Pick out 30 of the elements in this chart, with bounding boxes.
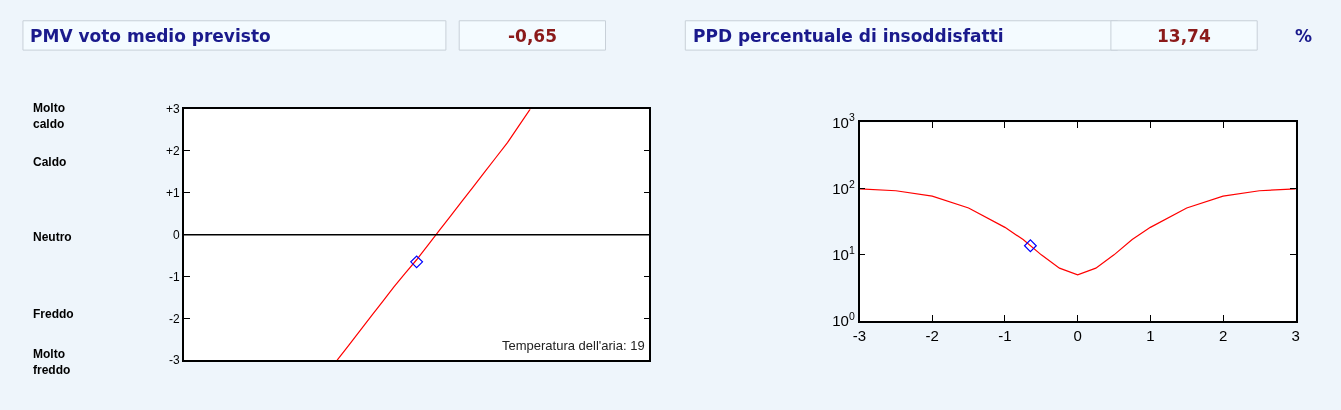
x-tick-label: 0 [1073,326,1082,344]
text: Caldo [33,155,67,169]
text: 13,74 [1157,26,1211,46]
x-tick-label: 2 [1218,326,1228,344]
y-tick-label: 10$^{0}$ [832,310,855,330]
text: Molto caldo [33,101,65,131]
y-tick-label: +2 [166,144,181,159]
y-tick-label: 10$^{3}$ [832,111,855,131]
annotation: Temperatura dell'aria: 19 [502,338,645,353]
line-series [859,188,1296,276]
y-tick-label: +1 [166,186,181,201]
x-tick-label: 3 [1291,326,1300,344]
x-tick-label: -3 [852,326,867,344]
y-tick-label: 10$^{1}$ [832,243,855,264]
text: Molto freddo [33,347,71,377]
chart-title: PMV voto medio previsto [30,26,271,46]
text: Neutro [33,230,72,244]
chart-title: PPD percentuale di insoddisfatti [693,26,1004,46]
y-tick-label: -1 [169,269,181,284]
y-tick-label: -3 [169,353,181,368]
y-tick-label: 10$^{2}$ [832,177,855,197]
x-tick-label: -1 [998,326,1012,344]
text: % [1295,26,1313,46]
x-tick-label: -2 [925,326,939,344]
y-tick-label: 0 [173,227,181,242]
y-tick-label: -2 [169,311,181,326]
x-tick-label: 1 [1146,326,1155,344]
text: -0,65 [508,26,557,46]
y-tick-label: +3 [166,102,181,117]
text: Freddo [33,307,74,321]
